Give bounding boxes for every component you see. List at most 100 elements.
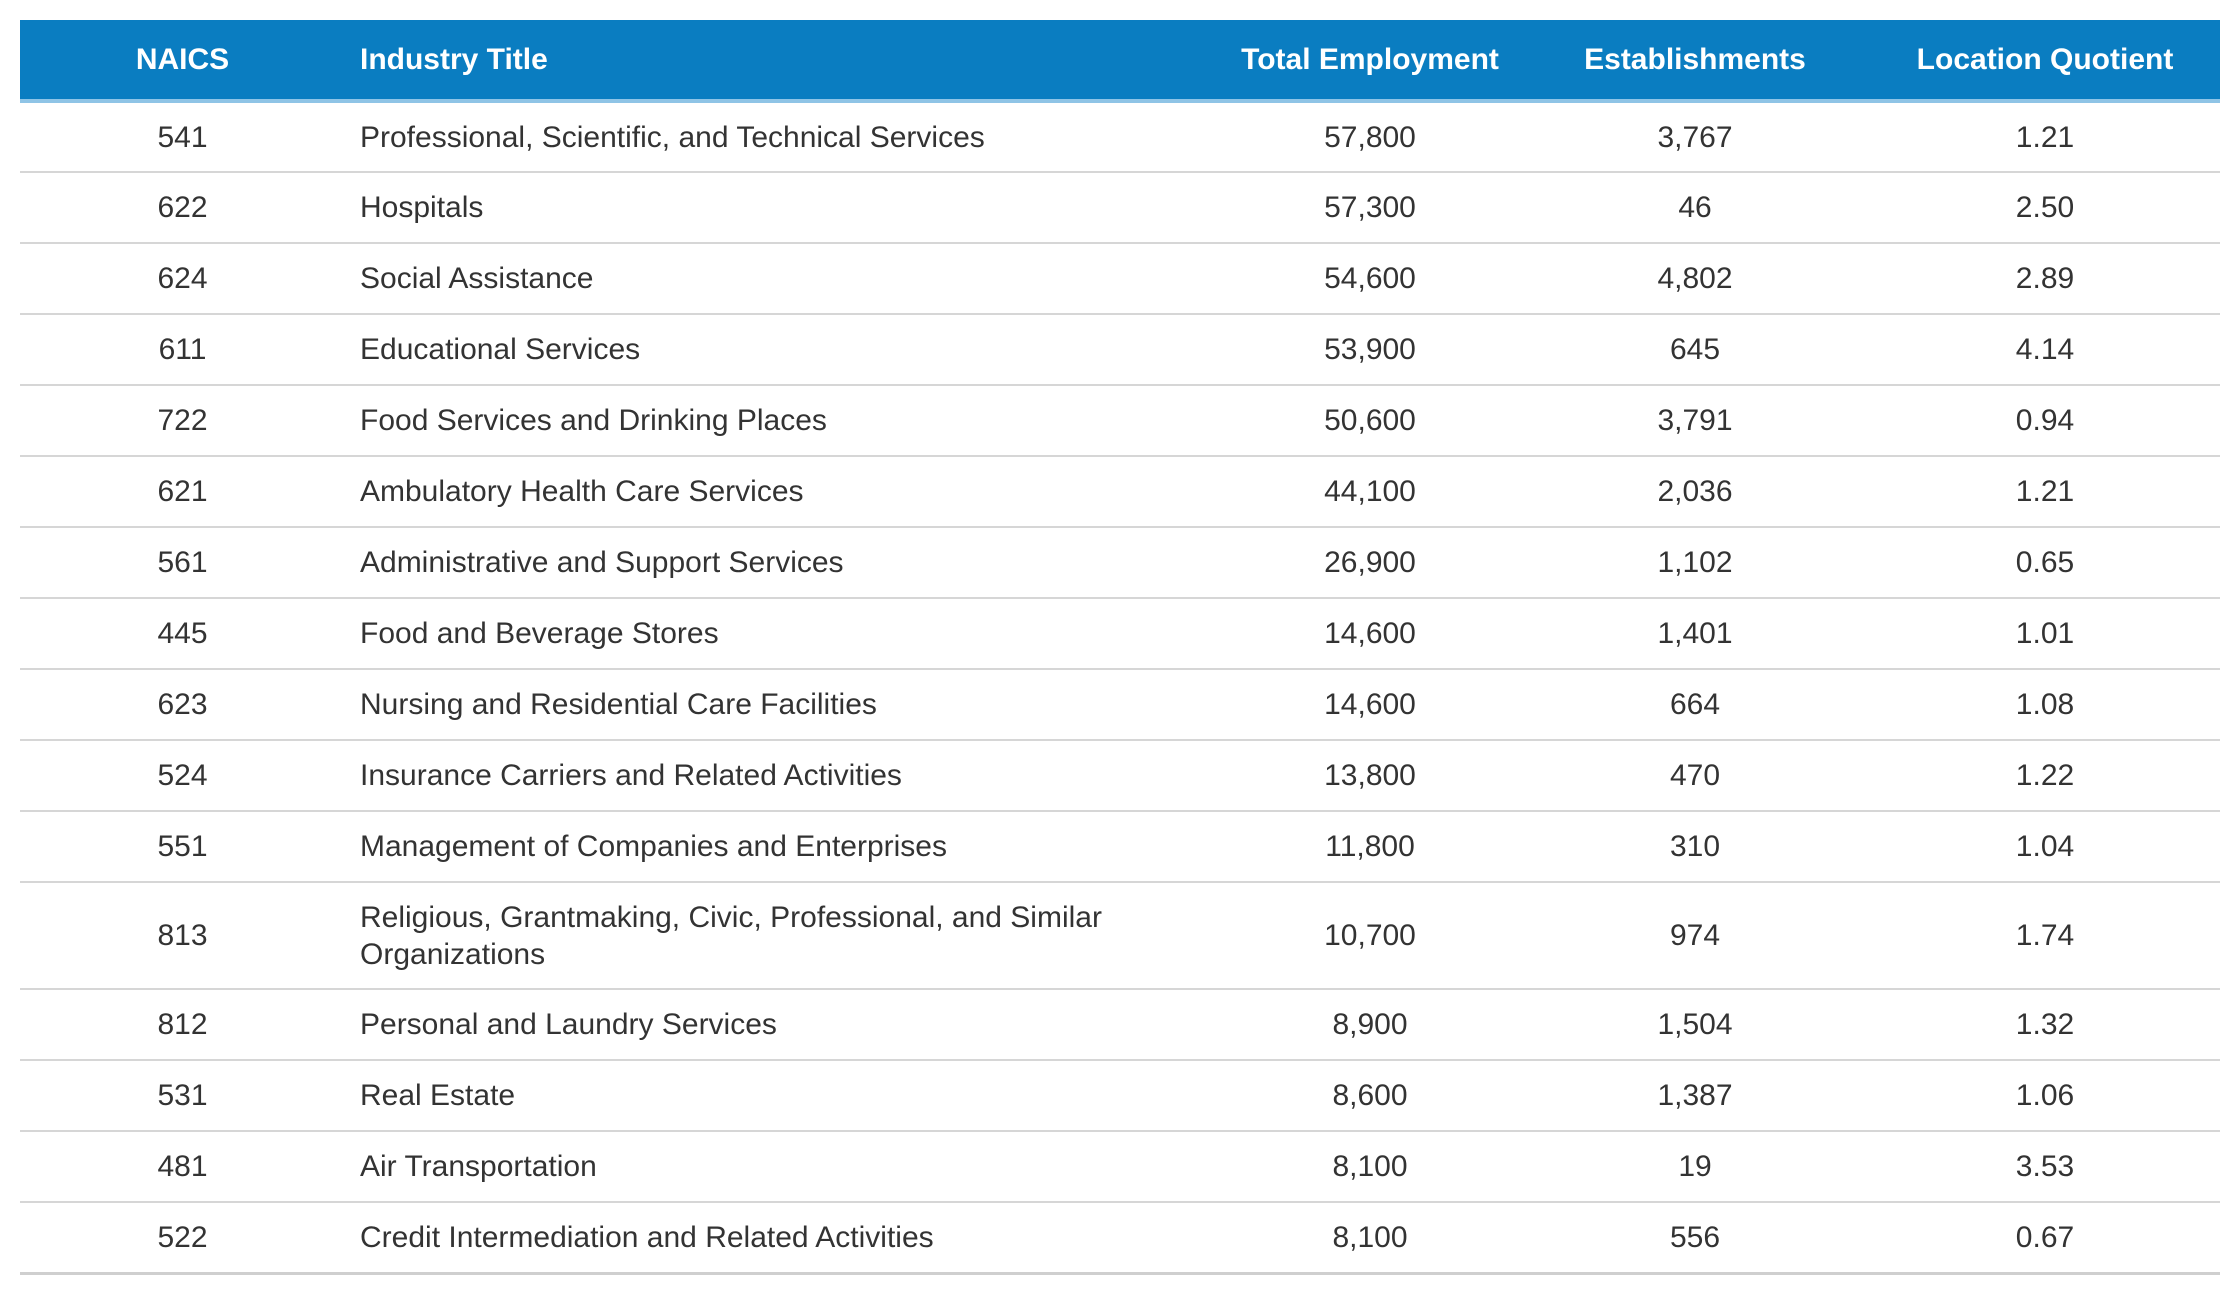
total-employment-cell: 8,100 (1332, 1150, 1408, 1183)
naics-cell: 522 (157, 1220, 208, 1254)
industry-title-cell: Credit Intermediation and Related Activi… (345, 1202, 1210, 1273)
establishments-cell: 556 (1669, 1220, 1721, 1254)
industry-title-text: Personal and Laundry Services (360, 1008, 777, 1041)
industry-title-text: Religious, Grantmaking, Civic, Professio… (360, 900, 1102, 971)
establishments-cell: 1,401 (1657, 617, 1733, 650)
location-quotient-cell: 1.74 (2015, 919, 2075, 952)
industry-employment-table: NAICS Industry Title Total Employment Es… (20, 20, 2220, 1275)
table-row: 624 Social Assistance 54,600 4,802 2.89 (20, 243, 2220, 314)
column-header-location-quotient[interactable]: Location Quotient (1916, 42, 2174, 76)
establishments-cell: 974 (1669, 919, 1721, 952)
industry-title-text: Food Services and Drinking Places (360, 404, 827, 437)
establishments-cell: 3,791 (1657, 404, 1733, 437)
industry-title-text: Food and Beverage Stores (360, 617, 719, 650)
table-row: 621 Ambulatory Health Care Services 44,1… (20, 456, 2220, 527)
location-quotient-cell: 1.21 (2015, 475, 2075, 508)
location-quotient-cell: 1.22 (2015, 759, 2075, 792)
total-employment-cell: 14,600 (1324, 617, 1416, 650)
total-employment-cell: 14,600 (1324, 688, 1416, 721)
industry-title-cell: Personal and Laundry Services (345, 989, 1210, 1060)
table-row: 481 Air Transportation 8,100 19 3.53 (20, 1131, 2220, 1202)
total-employment-cell: 54,600 (1324, 262, 1416, 295)
location-quotient-cell: 1.06 (2015, 1079, 2075, 1112)
table-row: 622 Hospitals 57,300 46 2.50 (20, 172, 2220, 243)
naics-cell: 611 (158, 333, 207, 366)
table-row: 561 Administrative and Support Services … (20, 527, 2220, 598)
table-row: 722 Food Services and Drinking Places 50… (20, 385, 2220, 456)
total-employment-cell: 11,800 (1325, 830, 1415, 863)
column-header-industry-title[interactable]: Industry Title (360, 42, 548, 76)
naics-cell: 722 (157, 404, 208, 437)
industry-title-text: Educational Services (360, 333, 641, 366)
establishments-cell: 470 (1669, 759, 1721, 792)
location-quotient-cell: 0.67 (2015, 1220, 2075, 1254)
total-employment-cell: 8,900 (1332, 1008, 1408, 1041)
total-employment-cell: 57,300 (1324, 191, 1416, 224)
industry-title-cell: Management of Companies and Enterprises (345, 811, 1210, 882)
industry-title-cell: Nursing and Residential Care Facilities (345, 669, 1210, 740)
naics-cell: 561 (157, 546, 208, 579)
naics-cell: 813 (157, 919, 208, 952)
location-quotient-cell: 2.50 (2015, 191, 2075, 224)
establishments-cell: 664 (1669, 688, 1721, 721)
establishments-cell: 1,504 (1657, 1008, 1733, 1041)
industry-title-cell: Social Assistance (345, 243, 1210, 314)
column-header-total-employment[interactable]: Total Employment (1241, 42, 1499, 76)
industry-title-cell: Hospitals (345, 172, 1210, 243)
industry-title-text: Air Transportation (360, 1150, 597, 1183)
total-employment-cell: 50,600 (1324, 404, 1416, 437)
naics-cell: 622 (157, 191, 208, 224)
naics-cell: 623 (157, 688, 208, 721)
industry-title-text: Insurance Carriers and Related Activitie… (360, 759, 902, 792)
industry-title-cell: Insurance Carriers and Related Activitie… (345, 740, 1210, 811)
industry-title-text: Management of Companies and Enterprises (360, 830, 947, 863)
location-quotient-cell: 1.08 (2015, 688, 2075, 721)
industry-title-text: Nursing and Residential Care Facilities (360, 688, 877, 721)
industry-title-text: Professional, Scientific, and Technical … (360, 120, 985, 154)
industry-title-text: Administrative and Support Services (360, 546, 844, 579)
industry-title-cell: Educational Services (345, 314, 1210, 385)
establishments-cell: 4,802 (1657, 262, 1733, 295)
column-header-establishments[interactable]: Establishments (1584, 42, 1806, 76)
naics-cell: 621 (157, 475, 208, 508)
table-header-row: NAICS Industry Title Total Employment Es… (20, 20, 2220, 101)
naics-cell: 551 (157, 830, 208, 863)
total-employment-cell: 53,900 (1324, 333, 1416, 366)
naics-cell: 481 (157, 1150, 208, 1183)
establishments-cell: 645 (1669, 333, 1721, 366)
total-employment-cell: 8,100 (1332, 1220, 1408, 1254)
establishments-cell: 19 (1678, 1150, 1712, 1183)
table-header: NAICS Industry Title Total Employment Es… (20, 20, 2220, 101)
total-employment-cell: 57,800 (1324, 120, 1416, 154)
naics-cell: 531 (157, 1079, 208, 1112)
industry-title-text: Hospitals (360, 191, 484, 224)
naics-cell: 541 (157, 120, 208, 154)
table-row: 551 Management of Companies and Enterpri… (20, 811, 2220, 882)
naics-cell: 524 (157, 759, 208, 792)
location-quotient-cell: 1.01 (2015, 617, 2075, 650)
column-header-naics[interactable]: NAICS (135, 42, 230, 76)
location-quotient-cell: 1.04 (2015, 830, 2075, 863)
total-employment-cell: 13,800 (1324, 759, 1416, 792)
total-employment-cell: 10,700 (1324, 919, 1416, 952)
table-row: 531 Real Estate 8,600 1,387 1.06 (20, 1060, 2220, 1131)
establishments-cell: 2,036 (1657, 475, 1733, 508)
location-quotient-cell: 3.53 (2015, 1150, 2075, 1183)
location-quotient-cell: 1.21 (2015, 120, 2075, 154)
location-quotient-cell: 2.89 (2015, 262, 2075, 295)
industry-title-cell: Food Services and Drinking Places (345, 385, 1210, 456)
establishments-cell: 3,767 (1657, 120, 1733, 154)
industry-title-cell: Real Estate (345, 1060, 1210, 1131)
table-row: 623 Nursing and Residential Care Facilit… (20, 669, 2220, 740)
industry-title-cell: Administrative and Support Services (345, 527, 1210, 598)
table-row: 524 Insurance Carriers and Related Activ… (20, 740, 2220, 811)
location-quotient-cell: 1.32 (2015, 1008, 2075, 1041)
industry-title-cell: Professional, Scientific, and Technical … (345, 101, 1210, 172)
table-row: 445 Food and Beverage Stores 14,600 1,40… (20, 598, 2220, 669)
location-quotient-cell: 4.14 (2015, 333, 2075, 366)
industry-title-cell: Air Transportation (345, 1131, 1210, 1202)
industry-title-text: Real Estate (360, 1079, 516, 1112)
establishments-cell: 46 (1678, 191, 1712, 224)
table-row: 812 Personal and Laundry Services 8,900 … (20, 989, 2220, 1060)
table-body: 541 Professional, Scientific, and Techni… (20, 101, 2220, 1273)
